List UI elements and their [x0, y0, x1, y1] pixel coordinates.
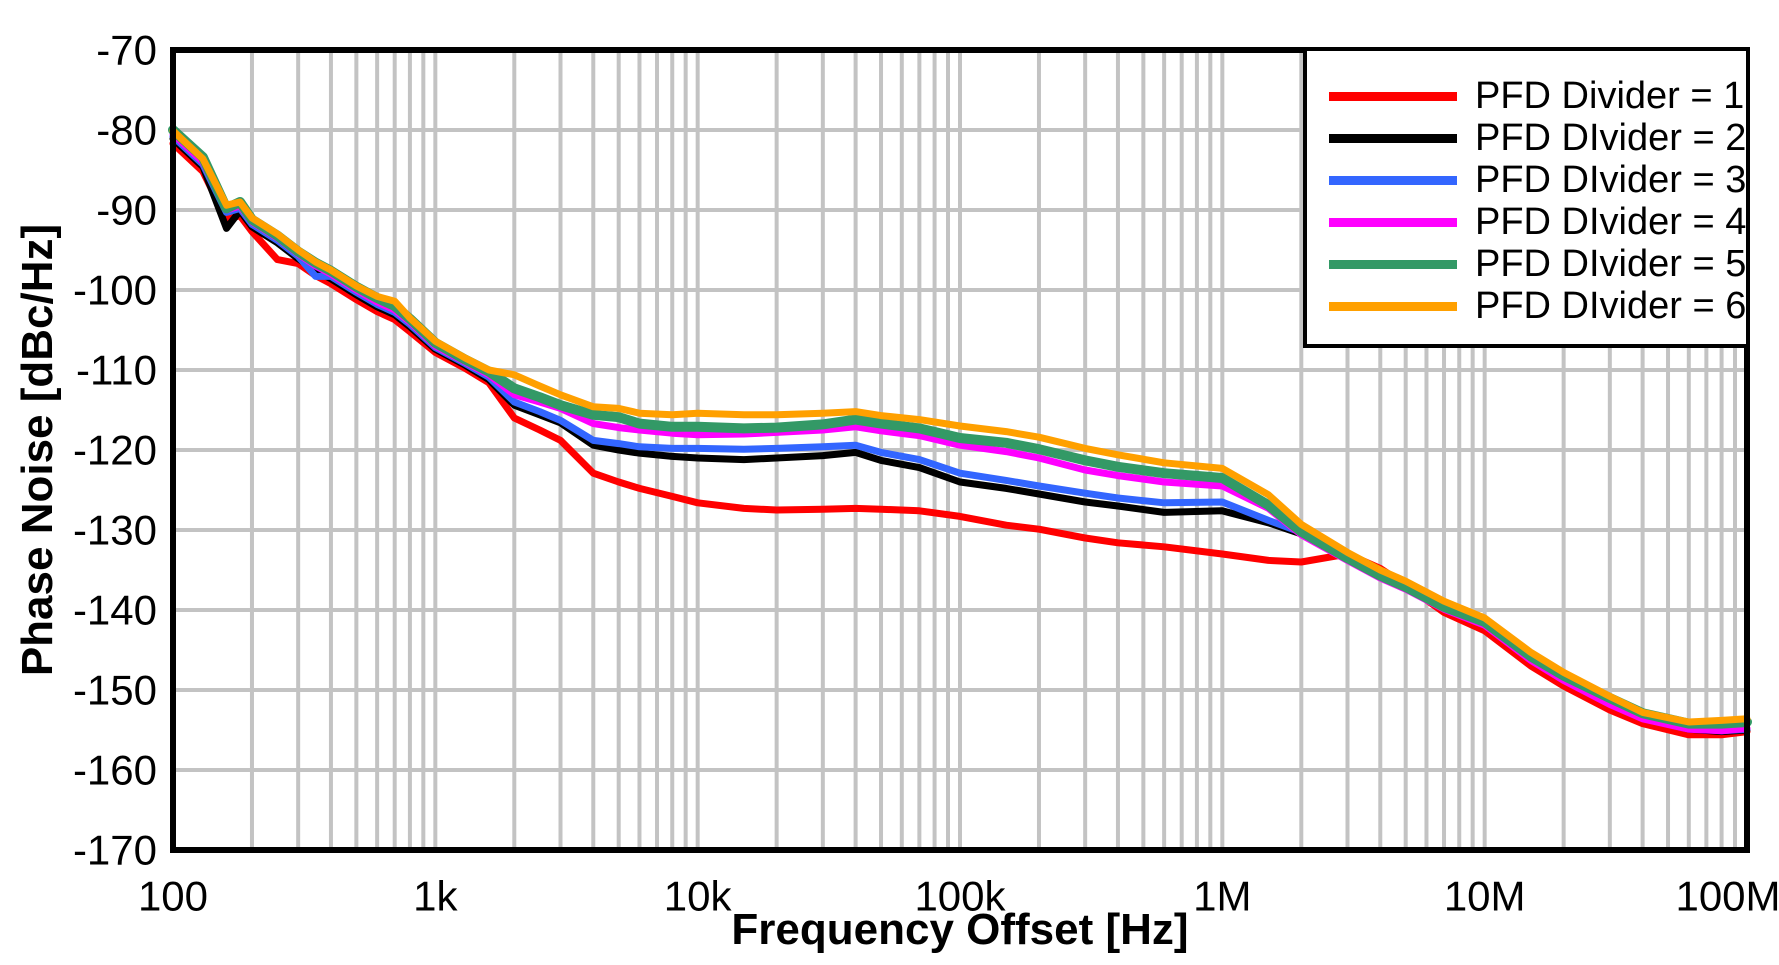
legend-label: PFD DIvider = 6: [1475, 284, 1747, 327]
legend-item-pfd-divider-3: PFD DIvider = 3: [1307, 159, 1746, 201]
plot-frame: [170, 47, 1750, 853]
legend-label: PFD DIvider = 3: [1475, 158, 1747, 201]
y-tick-label: -130: [73, 507, 157, 554]
y-tick-label: -80: [96, 107, 157, 154]
legend-item-pfd-divider-5: PFD DIvider = 5: [1307, 243, 1746, 285]
x-tick-label: 10k: [664, 873, 733, 920]
y-axis-title: Phase Noise [dBc/Hz]: [13, 223, 62, 677]
legend-swatch-pfd-divider-1: [1329, 91, 1457, 101]
legend-label: PFD DIvider = 5: [1475, 242, 1747, 285]
legend-item-pfd-divider-4: PFD DIvider = 4: [1307, 201, 1746, 243]
y-tick-label: -140: [73, 587, 157, 634]
curve-pfd-divider-6: [169, 127, 1751, 726]
legend-label: PFD Divider = 1: [1475, 74, 1745, 117]
legend-item-pfd-divider-6: PFD DIvider = 6: [1307, 285, 1746, 327]
legend-swatch-pfd-divider-4: [1329, 217, 1457, 227]
y-tick-label: -100: [73, 267, 157, 314]
y-tick-label: -160: [73, 747, 157, 794]
y-tick-label: -90: [96, 187, 157, 234]
y-tick-label: -70: [96, 27, 157, 74]
y-tick-label: -150: [73, 667, 157, 714]
x-tick-label: 10M: [1444, 873, 1526, 920]
x-tick-label: 1M: [1193, 873, 1251, 920]
legend-label: PFD DIvider = 2: [1475, 116, 1747, 159]
x-tick-label: 100: [138, 873, 208, 920]
y-tick-label: -110: [76, 347, 157, 394]
y-tick-label: -120: [73, 427, 157, 474]
legend-swatch-pfd-divider-3: [1329, 175, 1457, 185]
x-tick-label: 100k: [914, 873, 1006, 920]
x-tick-label: 1k: [413, 873, 458, 920]
x-axis-title: Frequency Offset [Hz]: [731, 905, 1189, 954]
legend-swatch-pfd-divider-5: [1329, 259, 1457, 269]
y-tick-label: -170: [73, 827, 157, 874]
legend-swatch-pfd-divider-2: [1329, 133, 1457, 143]
x-tick-label: 100M: [1675, 873, 1779, 920]
legend-box: PFD Divider = 1 PFD DIvider = 2 PFD DIvi…: [1303, 47, 1750, 348]
legend-item-pfd-divider-1: PFD Divider = 1: [1307, 75, 1746, 117]
legend-item-pfd-divider-2: PFD DIvider = 2: [1307, 117, 1746, 159]
legend-swatch-pfd-divider-6: [1329, 301, 1457, 311]
legend-label: PFD DIvider = 4: [1475, 200, 1747, 243]
